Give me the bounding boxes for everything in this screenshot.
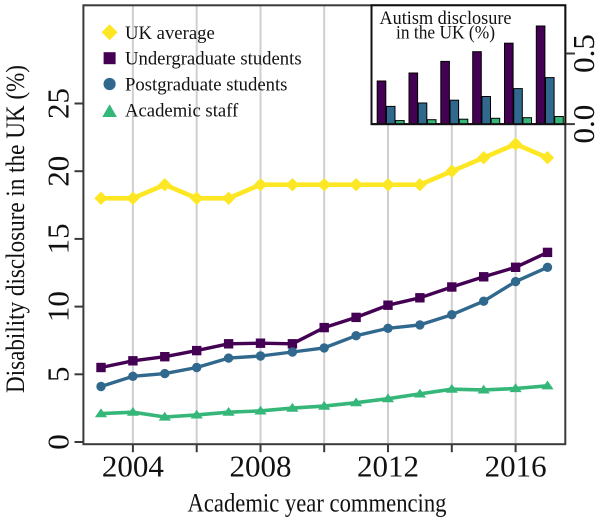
svg-text:0.5: 0.5	[566, 34, 600, 73]
svg-text:Autism disclosure: Autism disclosure	[380, 8, 512, 29]
svg-text:Postgraduate students: Postgraduate students	[125, 75, 287, 96]
svg-text:UK average: UK average	[125, 23, 215, 44]
svg-text:15: 15	[41, 223, 76, 254]
svg-text:25: 25	[41, 88, 76, 119]
svg-text:5: 5	[41, 367, 76, 383]
svg-text:2004: 2004	[102, 449, 165, 484]
svg-text:0: 0	[41, 434, 76, 450]
svg-text:in the UK (%): in the UK (%)	[396, 23, 495, 44]
svg-text:Academic staff: Academic staff	[125, 101, 239, 122]
svg-text:20: 20	[41, 156, 76, 187]
svg-text:10: 10	[41, 291, 76, 322]
svg-text:Academic year commencing: Academic year commencing	[188, 489, 447, 518]
svg-text:Undergraduate students: Undergraduate students	[125, 49, 302, 70]
svg-text:2012: 2012	[357, 449, 419, 484]
svg-text:0.0: 0.0	[566, 105, 600, 144]
svg-text:Disability disclosure in the U: Disability disclosure in the UK (%)	[1, 65, 30, 393]
svg-text:2016: 2016	[485, 449, 547, 484]
svg-text:2008: 2008	[230, 449, 292, 484]
